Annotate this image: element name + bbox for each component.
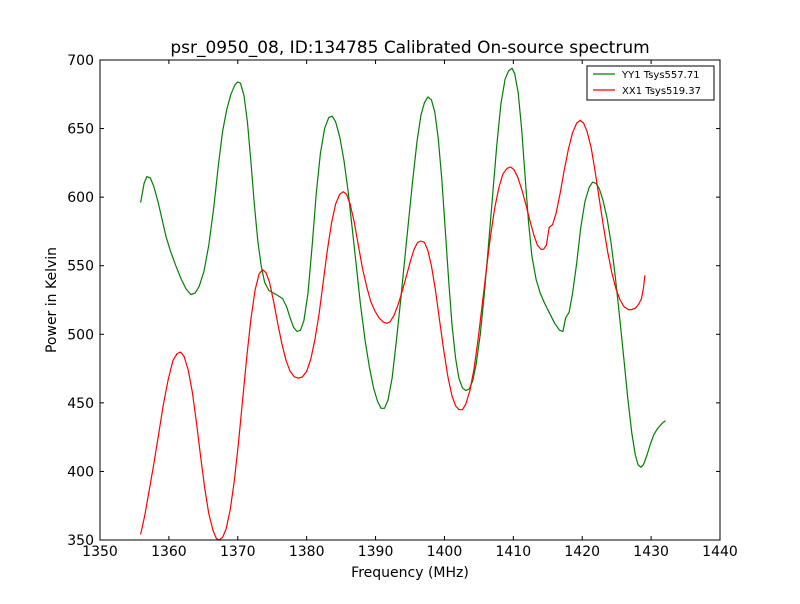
x-tick-label: 1430 — [633, 544, 669, 560]
tick-layer: 1350 1360 1370 1380 1390 1400 1410 1420 1430 1440… — [67, 53, 738, 560]
y-tick-label: 650 — [67, 122, 94, 138]
y-tick-label: 550 — [67, 259, 94, 275]
x-tick-label: 1440 — [702, 544, 738, 560]
x-tick-label: 1400 — [427, 544, 463, 560]
legend: YY1 Tsys557.71 XX1 Tsys519.37 — [586, 65, 715, 101]
series-layer — [140, 67, 666, 541]
chart-title: psr_0950_08, ID:134785 Calibrated On-sou… — [170, 38, 649, 58]
series-line-1 — [140, 67, 666, 468]
legend-label-1: YY1 Tsys557.71 — [621, 70, 700, 81]
x-tick-label: 1410 — [496, 544, 532, 560]
x-tick-label: 1420 — [564, 544, 600, 560]
x-tick-label: 1350 — [82, 544, 118, 560]
legend-label-2: XX1 Tsys519.37 — [622, 86, 701, 97]
y-tick-label: 350 — [67, 533, 94, 549]
series-line-2 — [140, 119, 646, 541]
y-tick-label: 400 — [67, 464, 94, 480]
x-tick-label: 1380 — [289, 544, 325, 560]
x-tick-label: 1390 — [358, 544, 394, 560]
y-axis-label: Power in Kelvin — [44, 247, 60, 353]
x-tick-label: 1370 — [220, 544, 256, 560]
legend-box — [586, 65, 715, 101]
x-axis-label: Frequency (MHz) — [351, 565, 469, 581]
plot-area-frame — [99, 59, 721, 541]
y-tick-label: 500 — [67, 327, 94, 343]
x-tick-label: 1360 — [151, 544, 187, 560]
y-tick-label: 700 — [67, 53, 94, 69]
y-tick-label: 600 — [67, 190, 94, 206]
y-tick-label: 450 — [67, 396, 94, 412]
